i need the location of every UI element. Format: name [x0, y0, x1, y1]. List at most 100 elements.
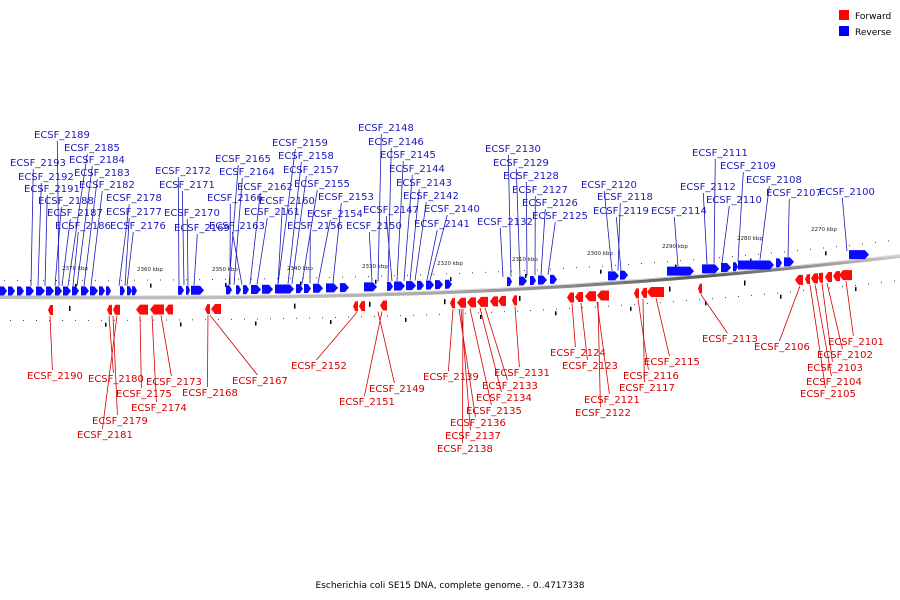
reverse-gene-label: ECSF_2141: [414, 219, 470, 230]
scale-label: 2370 kbp: [62, 266, 88, 272]
reverse-leader-line: [429, 214, 448, 281]
reverse-gene-label: ECSF_2163: [209, 221, 265, 232]
scale-tick: [330, 320, 332, 324]
reverse-gene-label: ECSF_2183: [74, 168, 130, 179]
reverse-gene-label: ECSF_2148: [358, 123, 414, 134]
legend-reverse-swatch: [839, 26, 849, 36]
reverse-gene-label: ECSF_2146: [368, 137, 424, 148]
reverse-gene-label: ECSF_2110: [706, 195, 762, 206]
forward-gene-arrow: [512, 295, 517, 306]
forward-gene-arrow: [150, 304, 164, 315]
reverse-gene-arrow: [8, 286, 15, 296]
reverse-gene-arrow: [127, 286, 132, 296]
reverse-leader-line: [515, 168, 521, 277]
forward-leader-line: [448, 309, 454, 372]
forward-leader-line: [102, 315, 118, 430]
reverse-gene-arrow: [296, 284, 303, 294]
forward-leader-line: [596, 301, 610, 395]
forward-gene-label: ECSF_2135: [466, 406, 522, 417]
reverse-leader-line: [385, 215, 393, 282]
forward-gene-label: ECSF_2131: [494, 368, 550, 379]
forward-gene-label: ECSF_2168: [182, 388, 238, 399]
scale-label: 2300 kbp: [587, 251, 613, 257]
forward-gene-arrow: [805, 274, 810, 285]
reverse-gene-arrow: [394, 281, 405, 291]
reverse-gene-arrow: [46, 286, 54, 296]
reverse-gene-arrow: [326, 283, 338, 293]
reverse-gene-label: ECSF_2187: [47, 208, 103, 219]
reverse-gene-arrow: [426, 280, 434, 290]
forward-gene-arrow: [457, 297, 466, 308]
reverse-leader-line: [603, 190, 613, 272]
reverse-leader-line: [759, 185, 770, 260]
reverse-gene-label: ECSF_2140: [424, 204, 480, 215]
forward-gene-arrow: [107, 304, 112, 315]
forward-leader-line: [108, 315, 114, 374]
scale-label: 2320 kbp: [437, 261, 463, 267]
reverse-gene-arrow: [251, 284, 261, 294]
reverse-gene-label: ECSF_2119: [593, 206, 649, 217]
forward-leader-line: [484, 307, 508, 381]
reverse-leader-line: [72, 231, 79, 286]
reverse-gene-label: ECSF_2192: [18, 172, 74, 183]
scale-label: 2360 kbp: [137, 267, 163, 273]
reverse-gene-label: ECSF_2184: [69, 155, 125, 166]
forward-leader-line: [637, 299, 649, 371]
reverse-leader-line: [540, 208, 546, 276]
reverse-gene-arrow: [55, 286, 62, 296]
reverse-gene-label: ECSF_2176: [110, 221, 166, 232]
reverse-gene-arrow: [186, 285, 190, 295]
reverse-gene-arrow: [72, 286, 79, 296]
scale-tick: [600, 269, 602, 274]
forward-gene-label: ECSF_2115: [644, 357, 700, 368]
reverse-leader-line: [787, 198, 790, 258]
reverse-gene-label: ECSF_2166: [207, 193, 263, 204]
legend: Forward Reverse: [839, 10, 892, 38]
reverse-gene-arrow: [519, 276, 527, 286]
reverse-leader-line: [249, 192, 261, 285]
scale-tick: [405, 317, 407, 322]
reverse-leader-line: [54, 206, 62, 287]
reverse-gene-label: ECSF_2111: [692, 148, 748, 159]
scale-tick: [150, 283, 152, 288]
reverse-leader-line: [56, 140, 60, 287]
reverse-gene-label: ECSF_2112: [680, 182, 736, 193]
scale-tick: [69, 305, 71, 311]
reverse-gene-arrow: [435, 280, 443, 290]
reverse-gene-label: ECSF_2170: [164, 208, 220, 219]
reverse-leader-line: [124, 217, 130, 286]
reverse-gene-arrow: [90, 286, 98, 296]
forward-leader-line: [462, 308, 464, 444]
forward-leader-line: [458, 308, 476, 418]
reverse-gene-arrow: [849, 250, 869, 260]
reverse-gene-arrow: [99, 286, 105, 296]
forward-gene-arrow: [48, 304, 53, 315]
reverse-leader-line: [126, 231, 134, 286]
scale-tick: [825, 251, 827, 256]
scale-tick: [669, 286, 671, 292]
reverse-gene-label: ECSF_2108: [746, 175, 802, 186]
reverse-leader-line: [287, 161, 302, 284]
forward-gene-label: ECSF_2138: [437, 444, 493, 455]
reverse-gene-label: ECSF_2144: [389, 164, 445, 175]
forward-gene-arrow: [205, 304, 210, 315]
scale-dots: [4, 240, 895, 321]
reverse-leader-line: [499, 227, 504, 278]
reverse-leader-line: [37, 182, 42, 287]
forward-gene-label: ECSF_2151: [339, 397, 395, 408]
reverse-gene-label: ECSF_2162: [237, 182, 293, 193]
scale-tick: [450, 277, 452, 282]
reverse-gene-arrow: [132, 286, 137, 296]
reverse-gene-label: ECSF_2172: [155, 166, 211, 177]
forward-leader-line: [160, 315, 172, 377]
forward-gene-label: ECSF_2139: [423, 372, 479, 383]
scale-labels: 2370 kbp 2360 kbp 2350 kbp 2340 kbp 2330…: [62, 227, 837, 273]
forward-leader-line: [469, 308, 492, 406]
forward-gene-label: ECSF_2102: [817, 350, 873, 361]
forward-gene-arrow: [825, 271, 832, 282]
scale-label: 2350 kbp: [212, 267, 238, 273]
reverse-gene-arrow: [178, 285, 184, 295]
forward-leader-line: [316, 312, 358, 361]
forward-leader-line: [112, 315, 118, 416]
scale-tick: [180, 322, 182, 327]
